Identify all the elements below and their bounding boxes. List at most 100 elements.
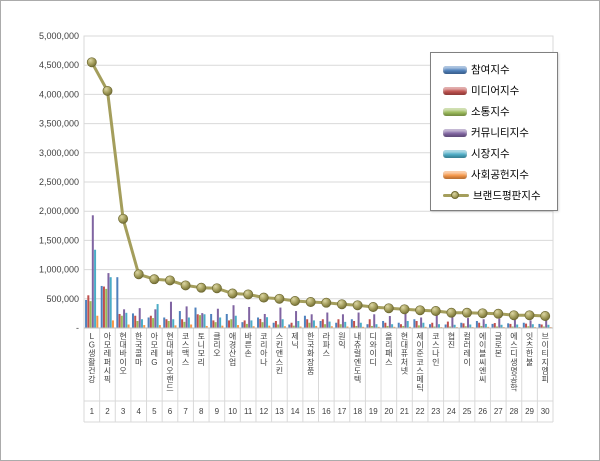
y-axis-tick-label: 2,000,000 bbox=[39, 206, 79, 216]
line-marker-27 bbox=[493, 308, 504, 319]
legend-item-커뮤니티지수[interactable]: 커뮤니티지수 bbox=[431, 122, 557, 143]
bar-사회공헌지수-11 bbox=[252, 326, 255, 328]
x-axis-rank-label: 27 bbox=[494, 407, 503, 416]
bar-소통지수-25 bbox=[464, 326, 467, 328]
bar-소통지수-20 bbox=[386, 325, 389, 328]
x-axis-rank-label: 25 bbox=[463, 407, 472, 416]
legend-item-미디어지수[interactable]: 미디어지수 bbox=[431, 80, 557, 101]
bar-참여지수-20 bbox=[382, 320, 385, 328]
bar-미디어지수-24 bbox=[446, 321, 449, 328]
bar-미디어지수-18 bbox=[353, 320, 356, 328]
bar-사회공헌지수-10 bbox=[237, 325, 240, 328]
bar-미디어지수-16 bbox=[321, 319, 324, 328]
bar-사회공헌지수-18 bbox=[362, 326, 365, 328]
bar-소통지수-11 bbox=[245, 323, 248, 328]
bar-시장지수-8 bbox=[203, 314, 206, 328]
x-axis-rank-label: 9 bbox=[215, 407, 220, 416]
bar-참여지수-27 bbox=[491, 323, 494, 328]
bar-미디어지수-17 bbox=[337, 319, 340, 328]
bar-커뮤니티지수-27 bbox=[498, 318, 501, 328]
bar-소통지수-23 bbox=[433, 326, 436, 328]
x-axis-rank-label: 26 bbox=[478, 407, 487, 416]
bar-참여지수-3 bbox=[116, 277, 119, 328]
bar-시장지수-23 bbox=[438, 324, 440, 328]
bar-커뮤니티지수-18 bbox=[357, 312, 360, 328]
bar-커뮤니티지수-24 bbox=[451, 317, 454, 328]
legend-item-참여지수[interactable]: 참여지수 bbox=[431, 59, 557, 80]
bar-소통지수-29 bbox=[527, 326, 530, 328]
x-axis-rank-label: 23 bbox=[431, 407, 440, 416]
bar-사회공헌지수-1 bbox=[96, 315, 99, 328]
legend-item-브랜드평판지수[interactable]: 브랜드평판지수 bbox=[431, 185, 557, 206]
bar-소통지수-6 bbox=[167, 320, 170, 328]
bar-커뮤니티지수-12 bbox=[263, 313, 266, 328]
x-axis-rank-label: 17 bbox=[337, 407, 346, 416]
bar-커뮤니티지수-13 bbox=[279, 307, 282, 328]
y-axis-tick-label: 4,000,000 bbox=[39, 89, 79, 99]
y-axis-tick-label: 3,500,000 bbox=[39, 119, 79, 129]
bar-소통지수-2 bbox=[105, 288, 108, 328]
bar-커뮤니티지수-21 bbox=[404, 310, 407, 328]
x-axis-rank-label: 1 bbox=[90, 407, 95, 416]
bar-사회공헌지수-17 bbox=[346, 326, 349, 328]
line-marker-10 bbox=[227, 288, 238, 299]
line-marker-2 bbox=[102, 85, 113, 96]
legend-item-소통지수[interactable]: 소통지수 bbox=[431, 101, 557, 122]
bar-참여지수-4 bbox=[131, 313, 134, 328]
x-axis-rank-label: 7 bbox=[183, 407, 188, 416]
x-axis-rank-label: 14 bbox=[291, 407, 300, 416]
bar-미디어지수-27 bbox=[493, 323, 496, 328]
bar-참여지수-29 bbox=[522, 322, 525, 328]
bar-미디어지수-10 bbox=[228, 320, 231, 328]
legend-item-사회공헌지수[interactable]: 사회공헌지수 bbox=[431, 164, 557, 185]
x-axis-rank-label: 11 bbox=[244, 407, 253, 416]
bar-참여지수-8 bbox=[194, 307, 197, 328]
bar-참여지수-15 bbox=[303, 315, 306, 328]
line-marker-13 bbox=[274, 293, 285, 304]
bar-소통지수-14 bbox=[292, 325, 295, 328]
bar-미디어지수-30 bbox=[540, 324, 543, 328]
legend-bar-swatch-icon bbox=[443, 65, 467, 74]
bar-참여지수-1 bbox=[85, 299, 88, 328]
bar-미디어지수-15 bbox=[306, 319, 309, 328]
bar-미디어지수-20 bbox=[384, 322, 387, 328]
line-marker-7 bbox=[180, 280, 191, 291]
bar-사회공헌지수-22 bbox=[424, 326, 427, 328]
bar-커뮤니티지수-1 bbox=[91, 215, 94, 328]
bar-참여지수-7 bbox=[178, 311, 181, 328]
bar-사회공헌지수-19 bbox=[377, 326, 380, 328]
bar-시장지수-25 bbox=[469, 324, 472, 328]
legend-item-시장지수[interactable]: 시장지수 bbox=[431, 143, 557, 164]
line-marker-29 bbox=[524, 310, 535, 321]
bar-시장지수-17 bbox=[344, 321, 347, 328]
bar-미디어지수-1 bbox=[87, 295, 90, 328]
bar-소통지수-19 bbox=[370, 325, 373, 328]
bar-시장지수-4 bbox=[140, 319, 143, 328]
bar-커뮤니티지수-23 bbox=[435, 312, 438, 328]
bar-소통지수-8 bbox=[199, 315, 201, 328]
line-marker-20 bbox=[383, 303, 394, 314]
bar-참여지수-18 bbox=[350, 319, 353, 328]
line-marker-30 bbox=[540, 311, 551, 321]
bar-미디어지수-7 bbox=[181, 319, 184, 328]
x-axis-rank-label: 19 bbox=[369, 407, 378, 416]
bar-사회공헌지수-3 bbox=[127, 324, 130, 328]
bar-시장지수-26 bbox=[484, 323, 487, 328]
x-axis-rank-label: 3 bbox=[121, 407, 126, 416]
line-marker-4 bbox=[133, 269, 144, 280]
bar-시장지수-10 bbox=[234, 315, 237, 328]
line-marker-18 bbox=[352, 300, 363, 311]
bar-시장지수-28 bbox=[516, 324, 519, 328]
bar-시장지수-21 bbox=[406, 320, 409, 328]
bar-미디어지수-25 bbox=[462, 323, 465, 328]
legend-label: 참여지수 bbox=[471, 64, 510, 76]
